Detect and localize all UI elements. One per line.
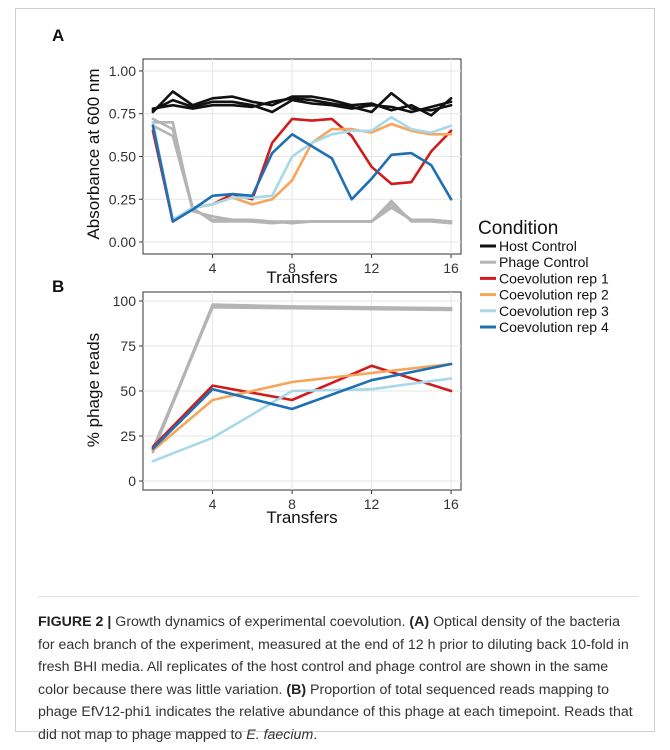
panel-b-y-tick-label: 25	[120, 428, 136, 444]
caption-divider	[38, 596, 638, 597]
panel-b-series-coevolution-rep-4	[151, 362, 453, 450]
panel-a-x-axis-title: Transfers	[266, 268, 337, 287]
panel-a-series-host-control	[151, 91, 453, 114]
panel-b-series-coevolution-rep-3	[151, 377, 453, 463]
panel-b-plot: 4 8 12 16 0 25 50 75 100 Transfers % phage reads	[84, 291, 462, 527]
panel-a-series-host-control	[151, 90, 453, 117]
panel-b-y-tick-label: 100	[113, 293, 137, 309]
figure-caption-area: FIGURE 2 | Growth dynamics of experiment…	[38, 596, 638, 743]
panel-a-x-tick-label: 8	[288, 260, 296, 276]
caption-intro: Growth dynamics of experimental coevolut…	[111, 614, 410, 630]
panel-b-letter: B	[52, 277, 64, 296]
panel-b-x-tick-label: 4	[209, 496, 217, 512]
panel-b-x-tick-label: 8	[288, 496, 296, 512]
panel-b-series-phage-control	[151, 305, 453, 454]
panel-a-y-tick-label: 0.25	[109, 191, 136, 207]
panel-b-series-phage-control	[151, 305, 453, 450]
panel-b-x-tick-label: 16	[443, 496, 459, 512]
legend-label-coevolution-rep-2: Coevolution rep 2	[499, 287, 609, 303]
panel-a-y-tick-label: 0.50	[109, 149, 136, 165]
panel-b-y-tick-label: 50	[120, 383, 136, 399]
panel-a-series-phage-control	[151, 124, 453, 223]
caption-panel-a-text: Optical density of the bacteria for each…	[38, 614, 629, 698]
caption-end: .	[313, 726, 318, 743]
legend-label-coevolution-rep-4: Coevolution rep 4	[499, 319, 609, 335]
caption-panel-a-marker: (A)	[409, 614, 430, 630]
panel-a-series-coevolution-rep-4	[151, 124, 453, 223]
panel-b-x-tick-label: 12	[364, 496, 380, 512]
legend-title: Condition	[478, 218, 558, 239]
panel-a-x-tick-label: 4	[209, 260, 217, 276]
panel-b-x-axis-title: Transfers	[266, 508, 337, 527]
caption-figure-label: FIGURE 2 |	[38, 614, 112, 630]
figure-caption: FIGURE 2 | Growth dynamics of experiment…	[38, 611, 638, 746]
legend-label-phage-control: Phage Control	[499, 254, 589, 270]
panel-a-y-axis-title: Absorbance at 600 nm	[84, 68, 103, 239]
panel-b-series-coevolution-rep-2	[151, 362, 453, 452]
panel-a-x-tick-label: 16	[443, 260, 459, 276]
panel-a-y-tick-label: 1.00	[109, 63, 136, 79]
panel-a-y-tick-label: 0.00	[109, 234, 136, 250]
panel-a-x-tick-label: 12	[364, 260, 380, 276]
caption-species: E. faecium	[246, 726, 314, 743]
figure-frame	[15, 8, 655, 732]
panel-b-y-tick-label: 0	[128, 473, 136, 489]
legend-label-host-control: Host Control	[499, 238, 577, 254]
caption-panel-b-text: Proportion of total sequenced reads mapp…	[38, 681, 633, 743]
panel-a-letter: A	[52, 26, 64, 45]
panel-a-y-tick-label: 0.75	[109, 106, 136, 122]
legend-label-coevolution-rep-1: Coevolution rep 1	[499, 270, 609, 286]
figure-svg: A B 4 8 12 16 0.00 0.25 0.50 0.75 1.00 Transfers…	[52, 26, 609, 527]
panel-b-y-tick-label: 75	[120, 338, 136, 354]
panel-a-plot: 4 8 12 16 0.00 0.25 0.50 0.75 1.00 Transfers Abs…	[84, 58, 462, 287]
panel-a-series-coevolution-rep-3	[151, 115, 453, 222]
panel-b-y-axis-title: % phage reads	[84, 333, 103, 447]
panel-a-series-host-control	[151, 98, 453, 114]
caption-panel-b-marker: (B)	[286, 681, 307, 698]
legend-label-coevolution-rep-3: Coevolution rep 3	[499, 303, 609, 319]
